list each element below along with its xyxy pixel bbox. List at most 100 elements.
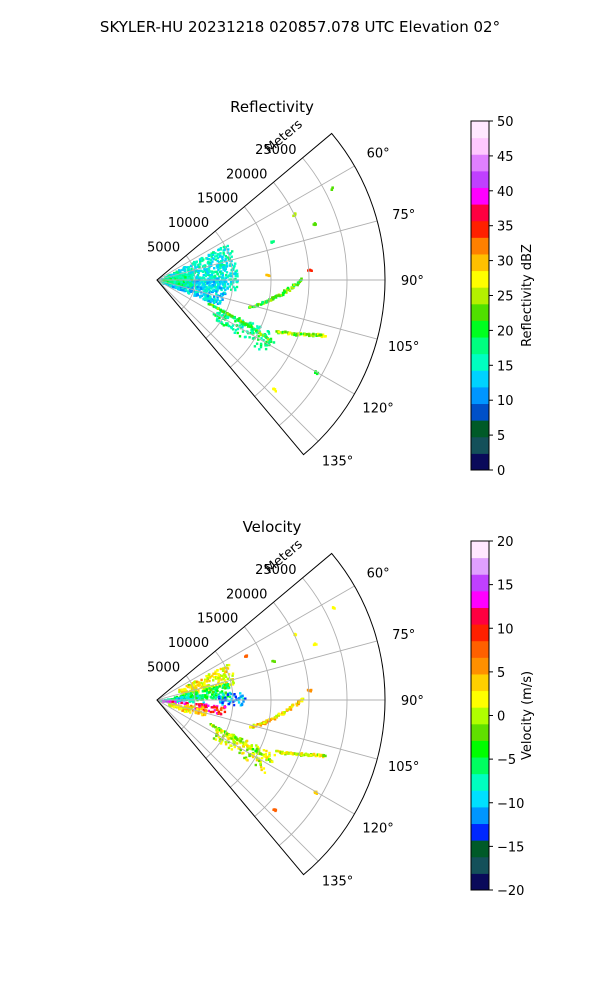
echo-gate [222,286,226,290]
echo-gate [209,258,213,262]
echo-gate [239,692,242,695]
colorbar-segment [471,137,489,155]
colorbar-segment [471,624,489,642]
echo-gate [198,704,201,707]
theta-tick-label: 135° [322,875,353,890]
echo-gate [266,758,270,761]
echo-gate [235,698,238,701]
echo-gate [254,724,257,727]
echo-gate [232,328,235,331]
echo-gate [314,223,317,226]
echo-gate [235,318,239,322]
echo-gate [194,264,197,267]
echo-gate [216,689,219,693]
echo-gate [174,704,177,707]
echo-gate [265,719,268,722]
echo-gate [281,291,285,295]
echo-gate [250,744,253,747]
echo-gate [224,316,228,319]
echo-gate [218,275,221,278]
echo-gate [315,371,318,374]
echo-gate [206,677,209,680]
echo-gate [226,313,230,316]
echo-gate [201,706,205,709]
echo-gate [179,286,182,289]
echo-gate [203,267,206,271]
echo-gate [248,754,251,758]
echo-gate [173,271,176,275]
echo-gate [265,300,269,303]
colorbar-tick-label: −20 [497,884,524,899]
range-ring [254,602,310,817]
colorbar: −20 −15 −10 −5 0 5 10 15 20 Velocity (m/s) [470,535,535,899]
echo-gate [194,697,197,701]
echo-gate [234,288,237,292]
echo-gate [226,324,230,327]
echo-gate [221,256,224,260]
echo-gate [324,335,327,338]
echo-gate [184,282,187,285]
azimuth-line [156,220,378,281]
echo-gate [211,693,214,696]
figure-title: SKYLER-HU 20231218 020857.078 UTC Elevat… [100,18,500,36]
r-tick-label: 25000 [255,143,296,158]
echo-gate [174,701,177,705]
echo-gate [200,294,203,297]
echo-gate [231,672,235,675]
echo-gate [273,753,276,757]
echo-gate [264,752,268,756]
echo-gate [206,294,209,297]
echo-gate [260,337,263,340]
echo-gate [234,272,237,275]
echo-gate [218,311,221,315]
echo-gate [305,333,309,336]
echo-gate [200,681,203,685]
echo-gate [293,632,296,636]
echo-gate [221,255,224,258]
echo-gate [188,273,191,276]
echo-gate [192,282,196,285]
echo-gate [214,255,217,258]
echo-gate [218,294,222,298]
colorbar-segment [471,574,489,592]
echo-gate [181,268,184,272]
echo-gate [207,709,210,713]
echo-gate [280,331,283,334]
echo-gate [283,751,286,755]
echo-gate [262,749,266,752]
colorbar-label: Velocity (m/s) [520,671,535,760]
echo-gate [216,259,219,263]
echo-gate [213,284,216,287]
echo-gate [255,744,258,747]
echo-gate [233,331,236,334]
echo-gate [231,733,234,736]
echo-gate [184,278,188,281]
echo-gate [301,697,304,701]
echo-gate [238,318,241,322]
echo-gate [199,285,202,288]
echo-gate [231,735,235,738]
echo-gate [330,188,333,191]
echo-gate [260,721,264,725]
echo-gate [237,697,241,700]
echo-gate [207,267,210,271]
echo-gate [218,685,221,688]
echo-gate [213,691,216,694]
echo-gate [197,689,200,692]
echo-gate [195,680,198,683]
echo-gate [272,341,276,344]
echo-gate [195,286,198,290]
echo-gate [220,320,223,324]
echo-gate [210,287,213,290]
echo-gate [244,756,248,759]
echo-gate [177,697,181,701]
echo-gate [259,765,263,769]
echo-gate [295,702,298,706]
echo-gate [251,752,254,756]
echo-gate [212,313,216,316]
echo-gate [214,694,218,697]
echo-gate [230,255,233,258]
echo-gate [171,704,174,707]
echo-gate [197,271,200,275]
